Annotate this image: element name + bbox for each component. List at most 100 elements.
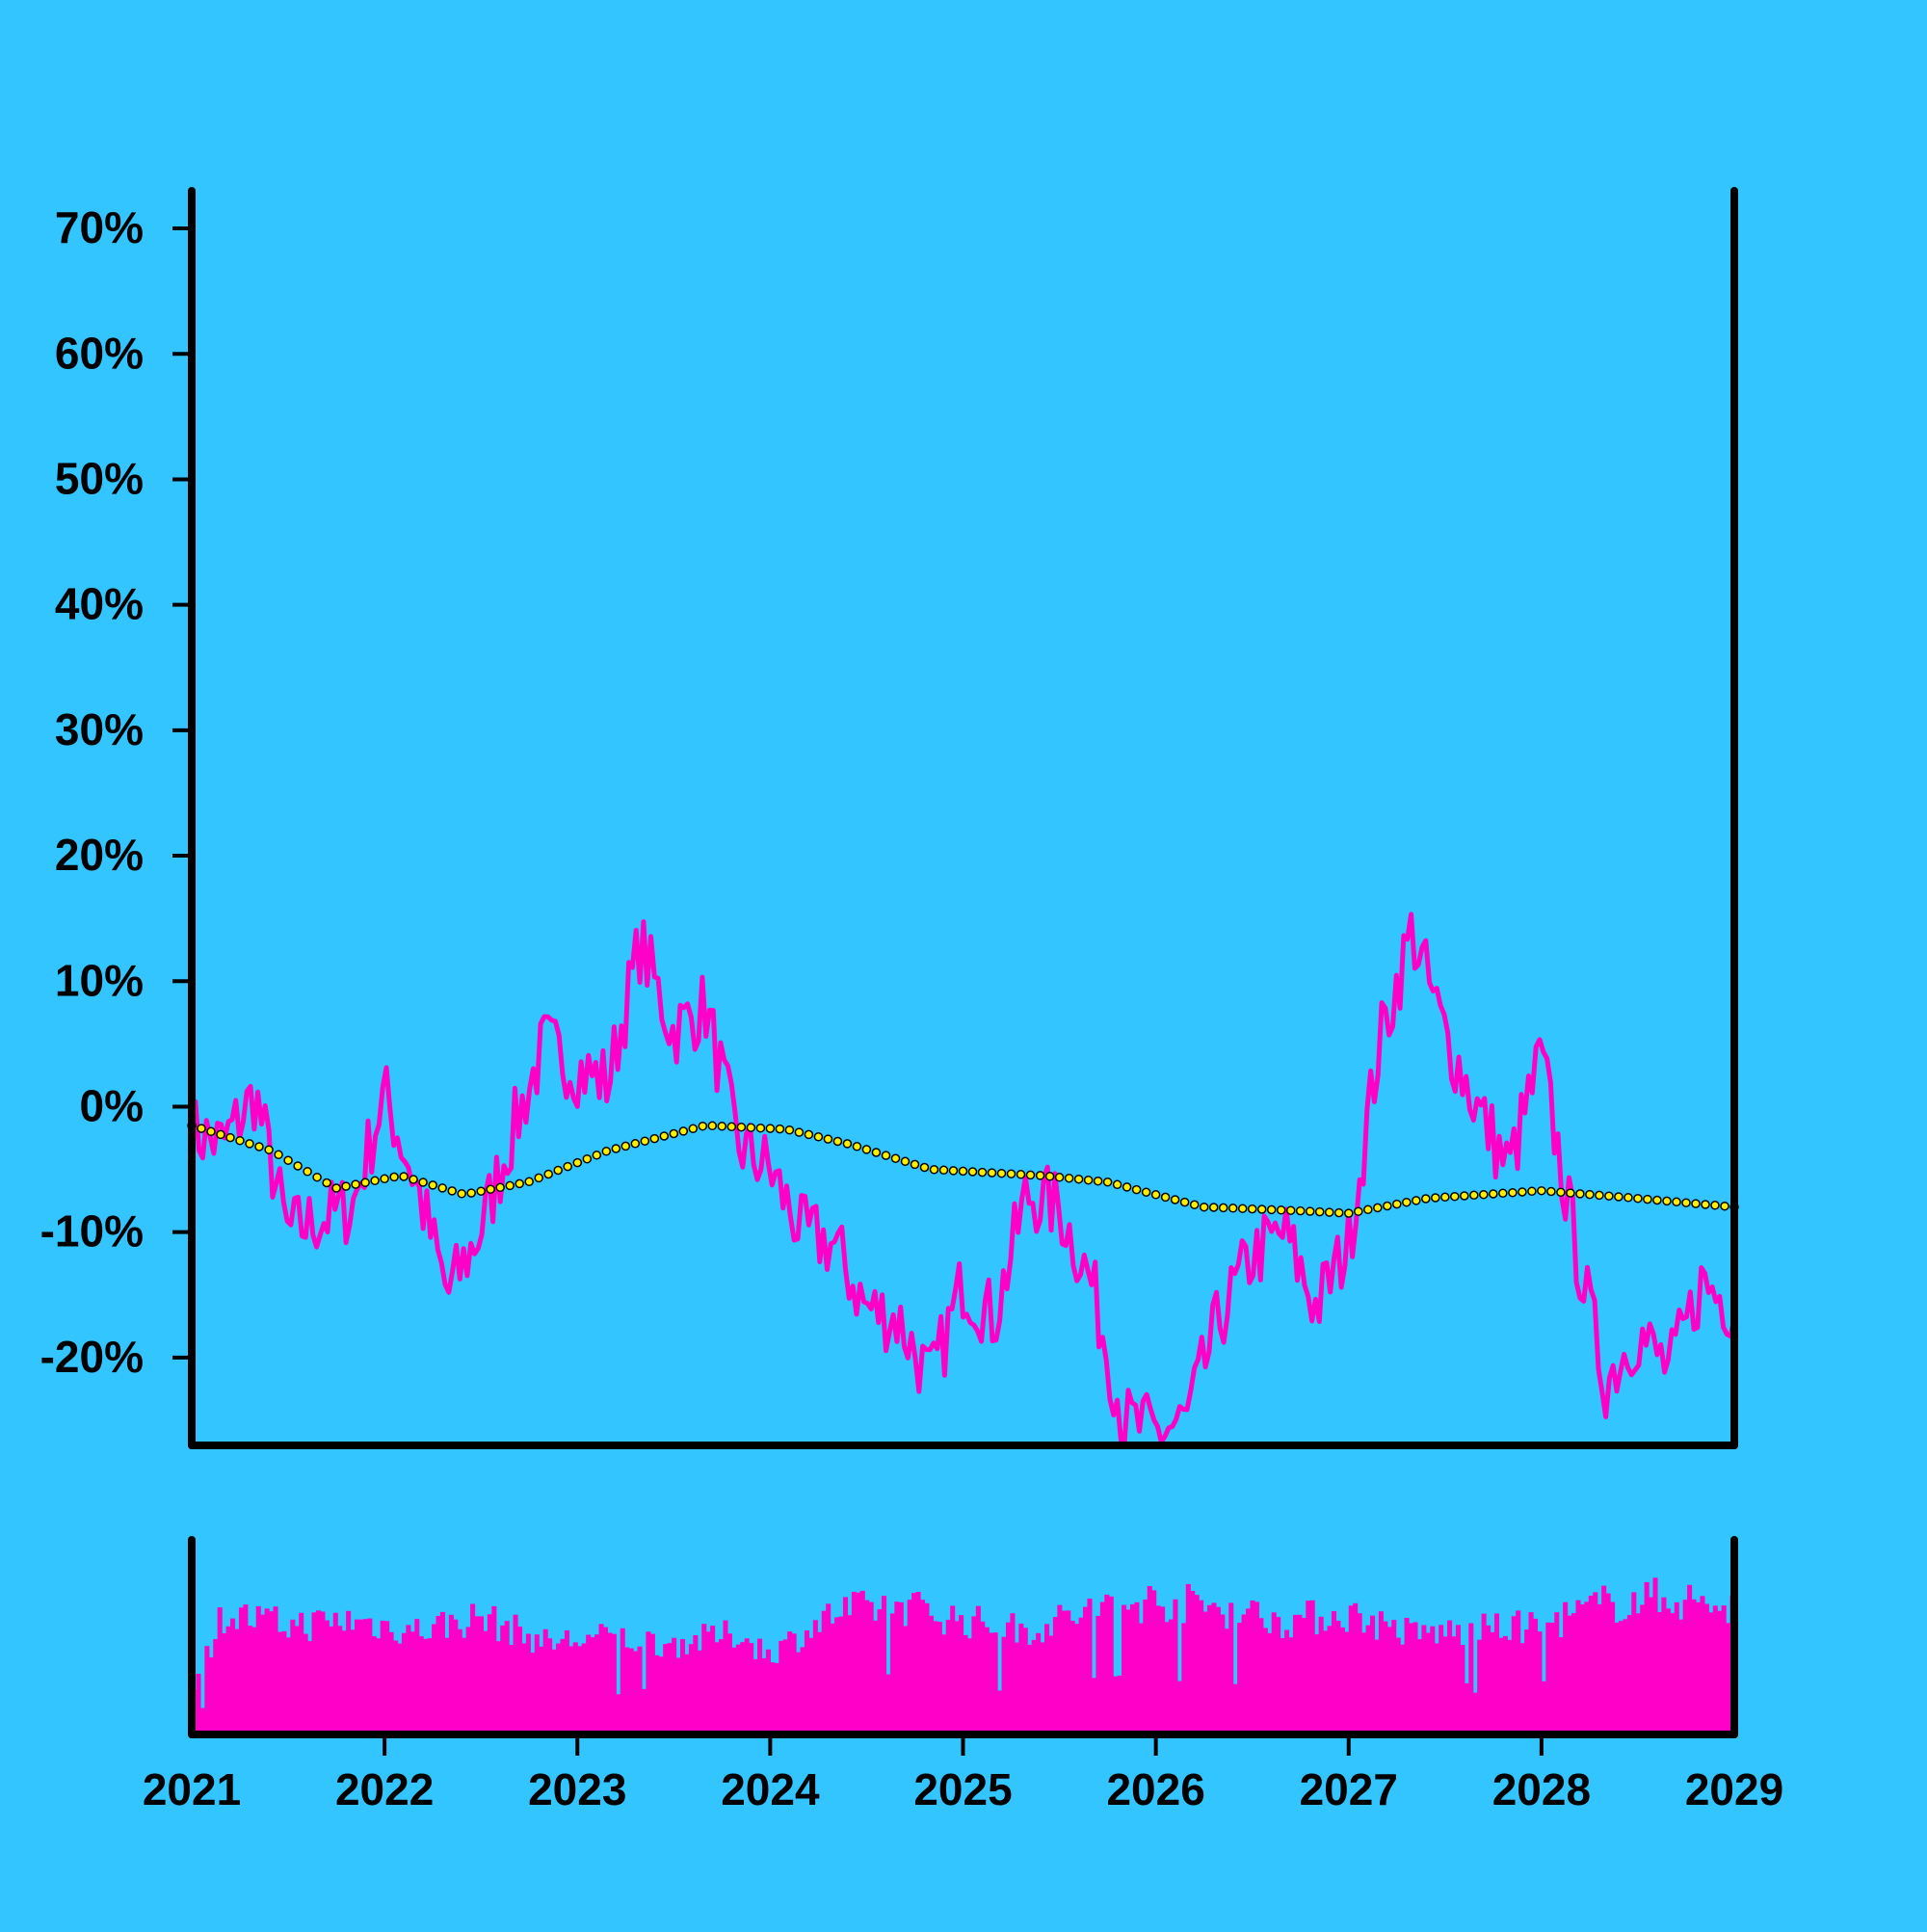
volume-bar [1160,1606,1166,1734]
trend-point [1450,1191,1460,1202]
volume-bar [1138,1623,1144,1734]
trend-point [1604,1191,1614,1201]
trend-point [457,1189,466,1199]
trend-point [322,1178,331,1188]
volume-bar [723,1620,728,1734]
volume-bar [731,1647,737,1734]
volume-bar [779,1640,784,1734]
volume-bar [1232,1683,1238,1734]
volume-bar [1297,1614,1303,1734]
trend-point [486,1184,495,1194]
trend-point [1614,1192,1623,1202]
volume-bar [577,1646,583,1734]
volume-bar [1237,1623,1243,1734]
volume-bar [1584,1601,1590,1734]
volume-bar [1703,1603,1709,1734]
volume-bar [1549,1623,1555,1734]
volume-bar [1726,1623,1731,1734]
volume-bar [320,1611,326,1734]
volume-bar [1477,1639,1483,1734]
volume-bar [804,1630,809,1734]
volume-bar [307,1641,313,1734]
trend-point [620,1141,631,1151]
x-tick-label: 2023 [528,1764,626,1814]
volume-bar [354,1619,360,1734]
trend-point [1324,1207,1334,1217]
volume-bar [462,1637,467,1734]
volume-bar [637,1646,643,1734]
volume-bar [941,1634,947,1734]
volume-bar [1202,1611,1208,1734]
volume-bar [1147,1586,1152,1734]
volume-bar [1254,1601,1259,1734]
volume-bar [1430,1626,1436,1734]
x-tick-label: 2022 [335,1764,434,1814]
trend-point [832,1136,843,1147]
volume-bar [620,1628,625,1734]
trend-point [245,1139,254,1149]
trend-point [1266,1204,1277,1215]
volume-bar [1528,1612,1534,1734]
volume-bar [1087,1599,1093,1734]
volume-bar [1421,1625,1427,1734]
trend-point [1247,1204,1257,1214]
volume-bar [834,1617,840,1734]
trend-point [784,1125,795,1135]
volume-bar [264,1608,270,1734]
volume-bar [551,1649,557,1734]
volume-bar [851,1591,857,1734]
trend-point [1566,1188,1575,1198]
volume-bar [1575,1600,1581,1734]
trend-point [466,1188,476,1198]
trend-point [1064,1173,1074,1183]
volume-bar [663,1644,669,1734]
volume-bar [1241,1614,1247,1734]
volume-bar [697,1650,702,1734]
volume-bar [1199,1600,1204,1734]
volume-bar [564,1629,569,1734]
volume-bar [341,1630,347,1734]
volume-bar [1490,1631,1495,1734]
volume-bar [247,1626,252,1734]
trend-point [775,1124,785,1134]
volume-bar [1040,1642,1045,1734]
volume-bar [1460,1645,1465,1734]
volume-bar [504,1621,510,1734]
volume-bar [516,1627,523,1734]
volume-bar [1280,1638,1285,1734]
volume-bar [495,1641,501,1734]
x-tick-label: 2027 [1300,1764,1398,1814]
volume-bar [1409,1623,1414,1734]
trend-point [437,1183,447,1193]
volume-bar [255,1605,261,1734]
volume-bar [598,1624,604,1734]
volume-bar [812,1620,818,1734]
volume-bar [222,1633,227,1734]
trend-point [1131,1184,1142,1195]
volume-bar [238,1607,244,1734]
volume-bar [329,1626,334,1734]
volume-bar [842,1597,849,1734]
volume-bar [602,1627,608,1734]
volume-bar [439,1611,445,1734]
trend-point [572,1157,583,1168]
trend-point [1112,1179,1122,1190]
y-tick-label: -10% [40,1206,144,1257]
trend-point [649,1133,660,1144]
trend-point [206,1126,216,1137]
trend-point [254,1142,264,1151]
trend-point [351,1179,360,1189]
trend-point [852,1142,862,1151]
volume-bar [933,1621,938,1734]
trend-point [1575,1189,1585,1199]
volume-bar [1640,1604,1646,1734]
volume-bar [945,1620,951,1734]
series-line-main [192,912,1734,1444]
trend-point [678,1126,689,1136]
volume-bar [856,1592,861,1734]
volume-bar [324,1620,330,1734]
trend-point [1035,1171,1045,1180]
volume-bar [1318,1616,1324,1734]
volume-bar [1545,1622,1551,1734]
